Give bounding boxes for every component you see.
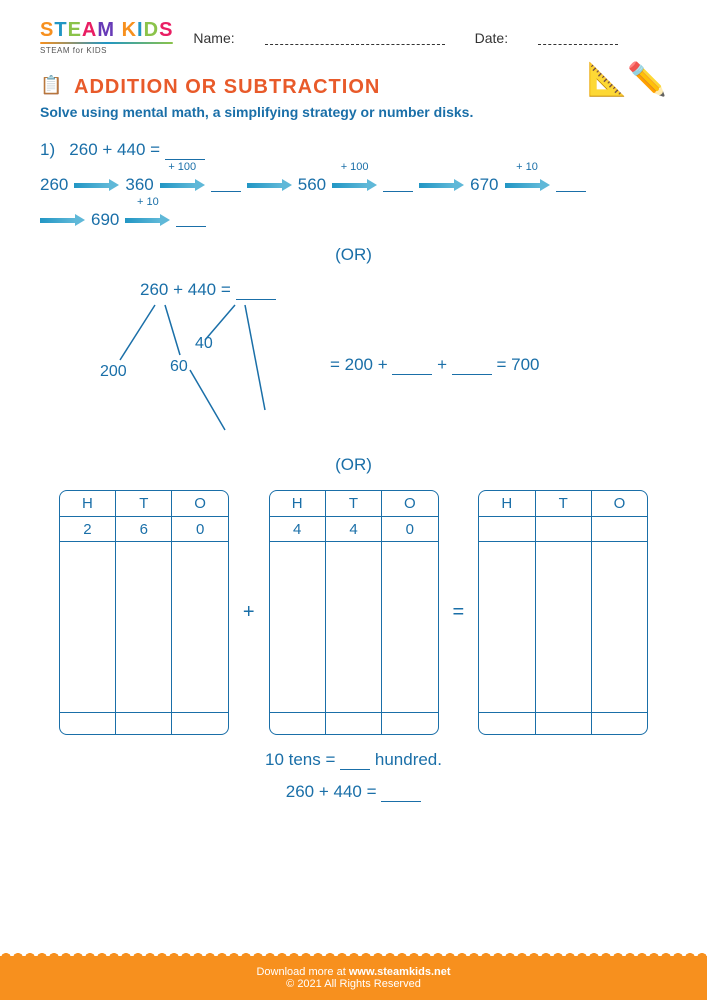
decompose-eq-text: 260 + 440 = [140, 280, 231, 299]
hto-h: H [479, 491, 535, 516]
page-footer: Download more at www.steamkids.net © 202… [0, 956, 707, 1000]
decompose-n3: 40 [195, 335, 213, 353]
or-divider: (OR) [40, 455, 667, 475]
problem-1: 1) 260 + 440 = [40, 140, 667, 160]
hto-val: 4 [326, 517, 382, 541]
equals-sign: = [453, 601, 465, 624]
flow-step3: 670 [470, 175, 498, 195]
logo: STEAM KIDS STEAM for KIDS [40, 20, 173, 55]
arrow-icon [247, 175, 292, 195]
arrow-flow-row-2: 690 + 10 [40, 210, 667, 230]
footer-line2: © 2021 All Rights Reserved [0, 978, 707, 990]
hto-o: O [382, 491, 437, 516]
arrow-icon: + 10 [505, 175, 550, 195]
hto-t: T [536, 491, 592, 516]
hto-val: 6 [116, 517, 172, 541]
plus-sign: + [243, 601, 255, 624]
hto-h: H [270, 491, 326, 516]
hto-o: O [172, 491, 227, 516]
bottom-line2: 260 + 440 = [286, 782, 377, 801]
name-input-line[interactable] [265, 31, 445, 45]
name-label: Name: [193, 30, 234, 46]
decompose-equation: 260 + 440 = [140, 280, 276, 300]
hto-table-1: H T O 2 6 0 [59, 490, 229, 735]
arrow-icon [419, 175, 464, 195]
hto-val: 2 [60, 517, 116, 541]
decompose-blank[interactable] [452, 359, 492, 375]
decompose-blank[interactable] [236, 284, 276, 300]
decompose-n2: 60 [170, 358, 188, 376]
hto-val: 4 [270, 517, 326, 541]
decomposition-diagram: 260 + 440 = 200 60 40 = 200 + + = 700 [40, 280, 667, 440]
date-label: Date: [475, 30, 508, 46]
problem-equation: 260 + 440 = [69, 140, 160, 159]
title-row: 📋 ADDITION OR SUBTRACTION 📐✏️ [0, 65, 707, 104]
problem-number: 1) [40, 140, 55, 159]
bottom-line1a: 10 tens = [265, 750, 335, 769]
logo-subtitle: STEAM for KIDS [40, 46, 107, 55]
arrow-flow-row-1: 260 360 + 100 560 + 100 670 + 10 [40, 175, 667, 195]
flow-blank[interactable] [211, 178, 241, 192]
arrow-label: + 100 [341, 161, 369, 173]
page-title: ADDITION OR SUBTRACTION [74, 76, 380, 99]
hto-table-3: H T O [478, 490, 648, 735]
logo-main: STEAM KIDS [40, 20, 173, 40]
hto-val[interactable] [479, 517, 535, 541]
footer-text: Download more at [256, 966, 345, 978]
or-divider: (OR) [40, 245, 667, 265]
flow-step2: 560 [298, 175, 326, 195]
arrow-label: + 100 [168, 161, 196, 173]
hto-t: T [116, 491, 172, 516]
decompose-n1: 200 [100, 363, 127, 381]
flow-blank[interactable] [383, 178, 413, 192]
hto-val: 0 [172, 517, 227, 541]
footer-line1: Download more at www.steamkids.net [0, 966, 707, 978]
footer-link: www.steamkids.net [349, 966, 451, 978]
bottom-blank[interactable] [340, 756, 370, 770]
date-input-line[interactable] [538, 31, 618, 45]
logo-underline [40, 42, 173, 44]
flow-start: 260 [40, 175, 68, 195]
bottom-line1b: hundred. [375, 750, 442, 769]
hto-t: T [326, 491, 382, 516]
page-header: STEAM KIDS STEAM for KIDS Name: Date: [0, 0, 707, 65]
answer-blank[interactable] [165, 144, 205, 160]
worksheet-content: 1) 260 + 440 = 260 360 + 100 560 + 100 6… [0, 120, 707, 817]
worksheet-icon: 📋 [40, 75, 64, 99]
decompose-lines [100, 300, 320, 440]
bottom-blank[interactable] [381, 786, 421, 802]
arrow-icon [40, 210, 85, 230]
decompose-blank[interactable] [392, 359, 432, 375]
flow-blank[interactable] [176, 213, 206, 227]
hto-table-2: H T O 4 4 0 [269, 490, 439, 735]
hto-o: O [592, 491, 647, 516]
name-date-fields: Name: Date: [193, 30, 667, 46]
instruction-text: Solve using mental math, a simplifying s… [0, 104, 707, 120]
bottom-equation-2: 260 + 440 = [40, 782, 667, 802]
arrow-label: + 10 [516, 161, 538, 173]
bottom-equation-1: 10 tens = hundred. [40, 750, 667, 770]
hto-tables-row: H T O 2 6 0 + H T O 4 4 0 [40, 490, 667, 735]
arrow-icon [74, 175, 119, 195]
decompose-result: = 200 + + = 700 [330, 355, 540, 375]
flow-blank[interactable] [556, 178, 586, 192]
arrow-label: + 10 [137, 196, 159, 208]
ruler-icon: 📐✏️ [587, 60, 667, 98]
arrow-icon: + 10 [125, 210, 170, 230]
flow-step4: 690 [91, 210, 119, 230]
hto-val[interactable] [536, 517, 592, 541]
hto-h: H [60, 491, 116, 516]
arrow-icon: + 100 [160, 175, 205, 195]
flow-step1: 360 [125, 175, 153, 195]
arrow-icon: + 100 [332, 175, 377, 195]
hto-val: 0 [382, 517, 437, 541]
hto-val[interactable] [592, 517, 647, 541]
